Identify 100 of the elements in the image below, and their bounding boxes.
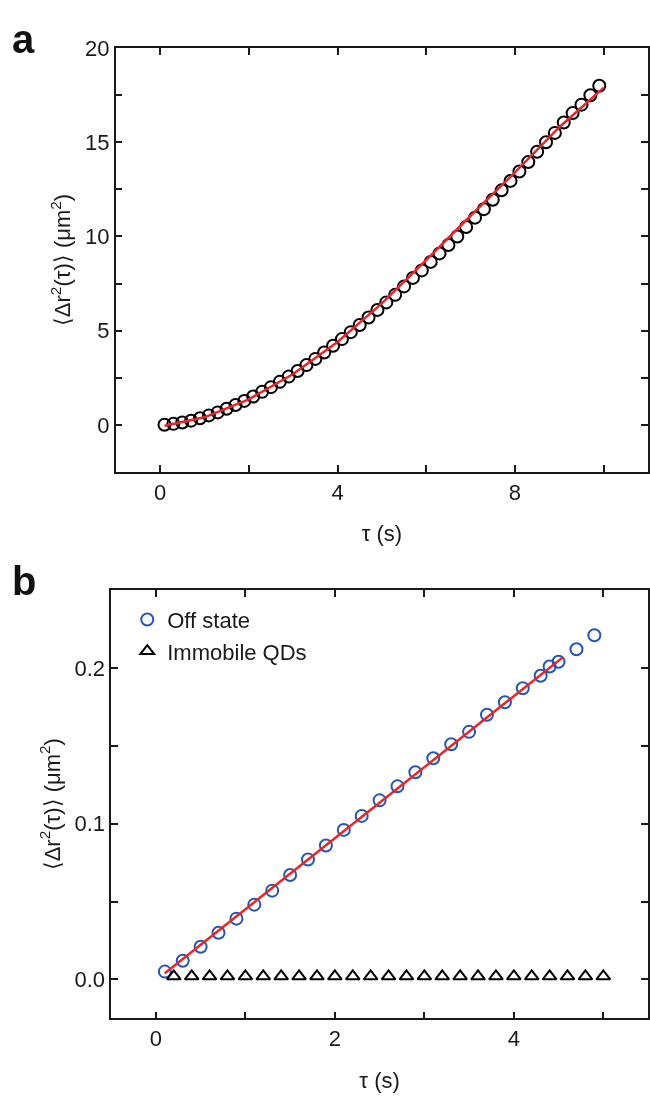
point bbox=[326, 338, 341, 353]
point bbox=[299, 358, 314, 373]
point bbox=[265, 883, 280, 898]
point bbox=[547, 125, 562, 140]
x-tick-label: 0 bbox=[153, 480, 167, 506]
point bbox=[423, 254, 438, 269]
point bbox=[512, 164, 527, 179]
point bbox=[462, 724, 477, 739]
y-tick-label: 0.2 bbox=[74, 655, 105, 681]
point bbox=[272, 374, 287, 389]
point bbox=[388, 287, 403, 302]
legend-label: Immobile QDs bbox=[167, 639, 307, 665]
point bbox=[416, 969, 433, 981]
y-tick-label: 15 bbox=[85, 130, 110, 155]
point bbox=[583, 88, 598, 103]
point bbox=[344, 969, 361, 981]
point bbox=[309, 969, 325, 981]
point bbox=[565, 106, 580, 121]
point bbox=[515, 681, 530, 696]
point bbox=[201, 408, 216, 423]
point bbox=[157, 417, 172, 432]
y-tick-label: 0.1 bbox=[74, 811, 105, 837]
point bbox=[441, 237, 456, 252]
point bbox=[414, 263, 429, 278]
point bbox=[470, 969, 486, 981]
point bbox=[398, 969, 415, 981]
x-tick-label: 4 bbox=[331, 480, 344, 506]
y-tick-label: 5 bbox=[97, 318, 110, 344]
point bbox=[157, 964, 172, 979]
point bbox=[247, 897, 262, 912]
point bbox=[569, 642, 584, 657]
point bbox=[290, 363, 305, 378]
point bbox=[201, 969, 218, 981]
point bbox=[219, 401, 234, 416]
point bbox=[494, 183, 509, 198]
point bbox=[184, 413, 199, 428]
point bbox=[595, 969, 612, 981]
point bbox=[166, 416, 181, 431]
point bbox=[542, 659, 557, 674]
point bbox=[488, 969, 504, 981]
point bbox=[318, 838, 333, 853]
point bbox=[444, 737, 459, 752]
point bbox=[577, 969, 594, 981]
point bbox=[273, 969, 290, 981]
point bbox=[237, 393, 252, 408]
point bbox=[336, 822, 351, 837]
point bbox=[193, 939, 208, 954]
point bbox=[291, 969, 307, 981]
point bbox=[263, 380, 278, 395]
point bbox=[468, 210, 483, 225]
point bbox=[354, 808, 369, 823]
point bbox=[175, 953, 190, 968]
point bbox=[551, 654, 566, 669]
point bbox=[485, 192, 500, 207]
x-axis-title: τ (s) bbox=[359, 1067, 400, 1093]
point bbox=[361, 310, 376, 325]
point bbox=[326, 969, 343, 981]
point bbox=[210, 405, 225, 420]
chart-title: a bbox=[12, 17, 35, 61]
point bbox=[521, 155, 536, 170]
point bbox=[370, 302, 385, 317]
y-tick-label: 20 bbox=[85, 35, 110, 61]
point bbox=[587, 628, 602, 643]
point bbox=[255, 969, 272, 981]
point bbox=[219, 969, 236, 981]
point bbox=[556, 115, 571, 130]
point bbox=[405, 270, 420, 285]
point bbox=[193, 411, 207, 426]
point bbox=[505, 969, 522, 981]
chart-title: b bbox=[12, 559, 37, 603]
point bbox=[533, 668, 548, 683]
point bbox=[479, 707, 494, 722]
point bbox=[281, 369, 296, 384]
point bbox=[592, 78, 607, 93]
point bbox=[541, 969, 558, 981]
x-tick-label: 2 bbox=[328, 1026, 341, 1052]
point bbox=[362, 969, 379, 981]
point bbox=[503, 173, 518, 188]
x-tick-label: 0 bbox=[149, 1026, 163, 1052]
point bbox=[175, 415, 190, 430]
point bbox=[246, 389, 261, 404]
point bbox=[390, 779, 405, 794]
point bbox=[559, 969, 576, 981]
x-tick-label: 8 bbox=[508, 480, 522, 506]
point bbox=[450, 229, 465, 244]
point bbox=[426, 751, 441, 766]
point bbox=[334, 332, 349, 347]
point bbox=[165, 969, 182, 981]
point bbox=[211, 925, 226, 940]
y-tick-label: 0.0 bbox=[74, 967, 105, 993]
point bbox=[459, 220, 474, 235]
point bbox=[523, 969, 540, 981]
point bbox=[397, 279, 412, 294]
point bbox=[476, 202, 491, 217]
point bbox=[379, 295, 394, 310]
point bbox=[530, 144, 545, 159]
point bbox=[283, 868, 298, 883]
point bbox=[352, 317, 367, 332]
point bbox=[434, 969, 451, 981]
point bbox=[228, 398, 243, 413]
